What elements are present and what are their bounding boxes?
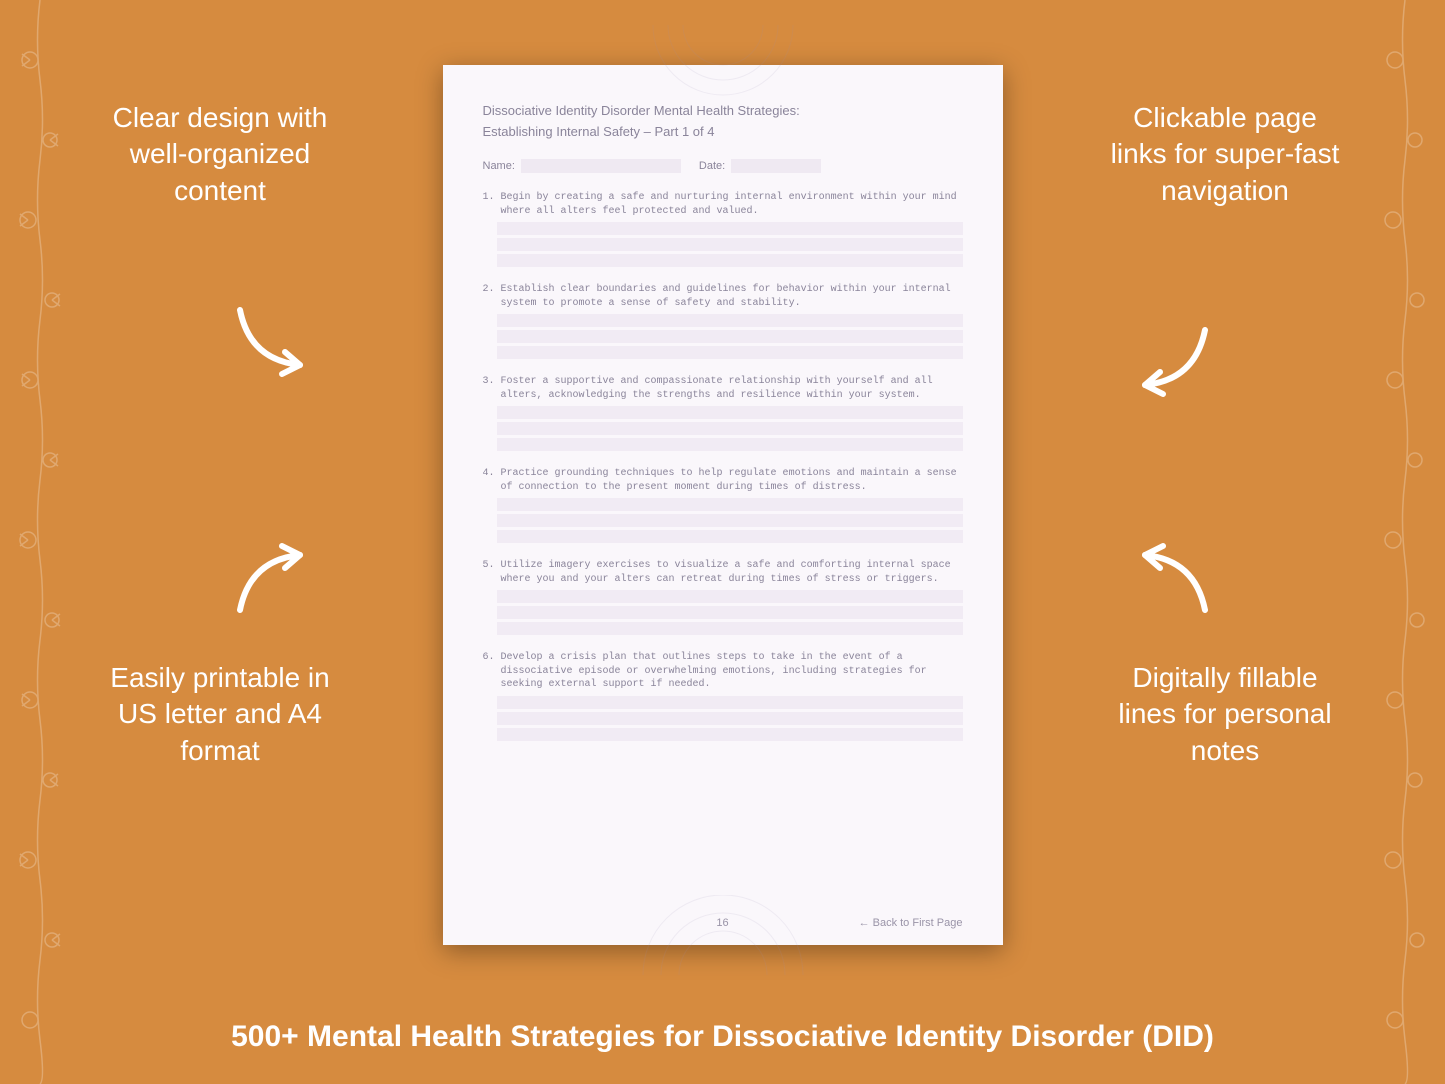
product-title: 500+ Mental Health Strategies for Dissoc… [0, 1020, 1445, 1054]
item-text: Begin by creating a safe and nurturing i… [501, 191, 963, 218]
page-subtitle: Establishing Internal Safety – Part 1 of… [483, 124, 963, 139]
item-text: Establish clear boundaries and guideline… [501, 283, 963, 310]
item-number: 1. [483, 191, 495, 218]
arrow-top-left-icon [220, 290, 320, 390]
floral-border-left [0, 0, 80, 1084]
date-input[interactable] [731, 159, 821, 173]
floral-border-right [1365, 0, 1445, 1084]
mandala-bottom-icon [603, 895, 843, 975]
worksheet-page: Dissociative Identity Disorder Mental He… [443, 65, 1003, 945]
page-number: 16 [716, 917, 728, 929]
item-number: 3. [483, 375, 495, 402]
item-number: 2. [483, 283, 495, 310]
worksheet-item: 4. Practice grounding techniques to help… [483, 467, 963, 543]
item-number: 4. [483, 467, 495, 494]
callout-top-left: Clear design with well-organized content [100, 100, 340, 209]
arrow-bottom-left-icon [220, 530, 320, 630]
fill-lines[interactable] [497, 696, 963, 741]
worksheet-item: 2. Establish clear boundaries and guidel… [483, 283, 963, 359]
worksheet-item: 5. Utilize imagery exercises to visualiz… [483, 559, 963, 635]
item-text: Develop a crisis plan that outlines step… [501, 651, 963, 692]
callout-bottom-right: Digitally fillable lines for personal no… [1105, 660, 1345, 769]
back-to-first-link[interactable]: ← Back to First Page [859, 917, 963, 929]
fill-lines[interactable] [497, 406, 963, 451]
item-text: Foster a supportive and compassionate re… [501, 375, 963, 402]
worksheet-item: 6. Develop a crisis plan that outlines s… [483, 651, 963, 741]
worksheet-item: 3. Foster a supportive and compassionate… [483, 375, 963, 451]
fill-lines[interactable] [497, 498, 963, 543]
name-input[interactable] [521, 159, 681, 173]
fill-lines[interactable] [497, 590, 963, 635]
worksheet-item: 1. Begin by creating a safe and nurturin… [483, 191, 963, 267]
name-label: Name: [483, 160, 515, 172]
item-number: 5. [483, 559, 495, 586]
item-text: Utilize imagery exercises to visualize a… [501, 559, 963, 586]
callout-bottom-left: Easily printable in US letter and A4 for… [100, 660, 340, 769]
arrow-top-right-icon [1125, 310, 1225, 410]
callout-top-right: Clickable page links for super-fast navi… [1105, 100, 1345, 209]
page-title: Dissociative Identity Disorder Mental He… [483, 103, 963, 118]
mandala-top-icon [623, 25, 823, 105]
item-number: 6. [483, 651, 495, 692]
name-date-row: Name: Date: [483, 159, 963, 173]
item-text: Practice grounding techniques to help re… [501, 467, 963, 494]
fill-lines[interactable] [497, 222, 963, 267]
fill-lines[interactable] [497, 314, 963, 359]
arrow-bottom-right-icon [1125, 530, 1225, 630]
date-label: Date: [699, 160, 725, 172]
